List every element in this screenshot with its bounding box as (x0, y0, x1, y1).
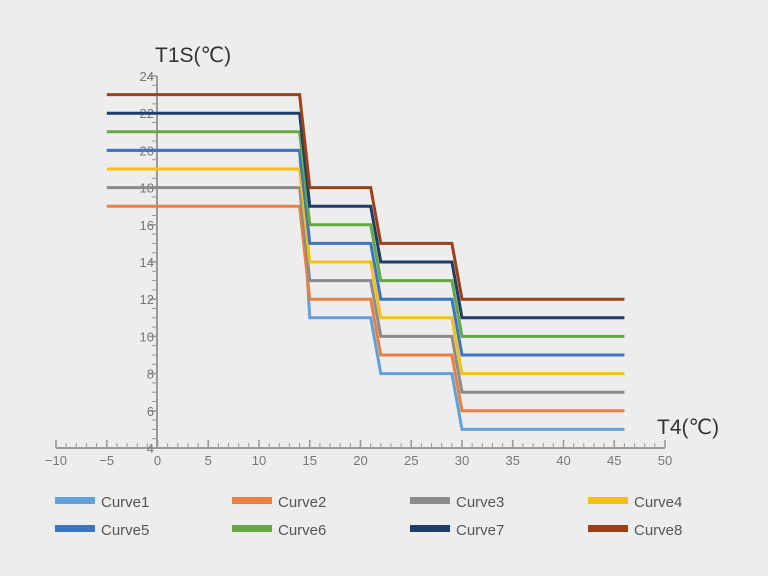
ticks: −10 −5 0 5 10 15 20 25 30 35 40 45 50468101214161820… (45, 69, 672, 468)
x-tick-label: 25 (404, 453, 418, 468)
legend-swatch (588, 525, 628, 532)
series-line-curve1 (106, 148, 625, 431)
y-axis-title: T1S(℃) (155, 44, 231, 67)
series-line-curve5 (106, 148, 625, 357)
legend-swatch (410, 525, 450, 532)
legend-label: Curve1 (101, 494, 149, 511)
x-tick-label: −10 (45, 453, 67, 468)
x-tick-label: 5 (205, 453, 212, 468)
y-tick-label: 16 (140, 218, 154, 233)
y-tick-label: 12 (140, 292, 154, 307)
x-tick-label: 15 (303, 453, 317, 468)
legend-label: Curve3 (456, 494, 504, 511)
x-axis-title: T4(℃) (657, 416, 719, 439)
series-line-curve8 (106, 93, 625, 301)
series-line-curve3 (106, 186, 625, 394)
y-tick-label: 24 (140, 69, 154, 84)
x-tick-label: 30 (455, 453, 469, 468)
x-tick-label: 10 (252, 453, 266, 468)
y-tick-label: 10 (140, 329, 154, 344)
legend-swatch (232, 525, 272, 532)
y-tick-label: 6 (147, 404, 154, 419)
x-tick-label: 45 (607, 453, 621, 468)
x-tick-label: 20 (353, 453, 367, 468)
legend-label: Curve6 (278, 522, 326, 539)
legend: Curve1 Curve2 Curve3 Curve4 Curve5 Curve6 Curv… (55, 494, 682, 539)
legend-swatch (588, 497, 628, 504)
legend-swatch (232, 497, 272, 504)
legend-swatch (55, 525, 95, 532)
legend-swatch (410, 497, 450, 504)
legend-swatch (55, 497, 95, 504)
series-line-curve7 (106, 111, 625, 320)
x-tick-label: 40 (556, 453, 570, 468)
y-tick-label: 8 (147, 367, 154, 382)
x-tick-label: −5 (99, 453, 114, 468)
x-tick-label: 0 (154, 453, 161, 468)
legend-label: Curve5 (101, 522, 149, 539)
legend-label: Curve2 (278, 494, 326, 511)
series-line-curve2 (106, 204, 625, 413)
series-line-curve4 (106, 167, 625, 376)
series-lines (106, 93, 625, 431)
legend-label: Curve7 (456, 522, 504, 539)
x-tick-label: 35 (506, 453, 520, 468)
y-tick-label: 14 (140, 255, 154, 270)
legend-label: Curve4 (634, 494, 682, 511)
series-line-curve6 (106, 130, 625, 338)
x-tick-label: 50 (658, 453, 672, 468)
legend-label: Curve8 (634, 522, 682, 539)
y-tick-label: 4 (147, 441, 154, 456)
